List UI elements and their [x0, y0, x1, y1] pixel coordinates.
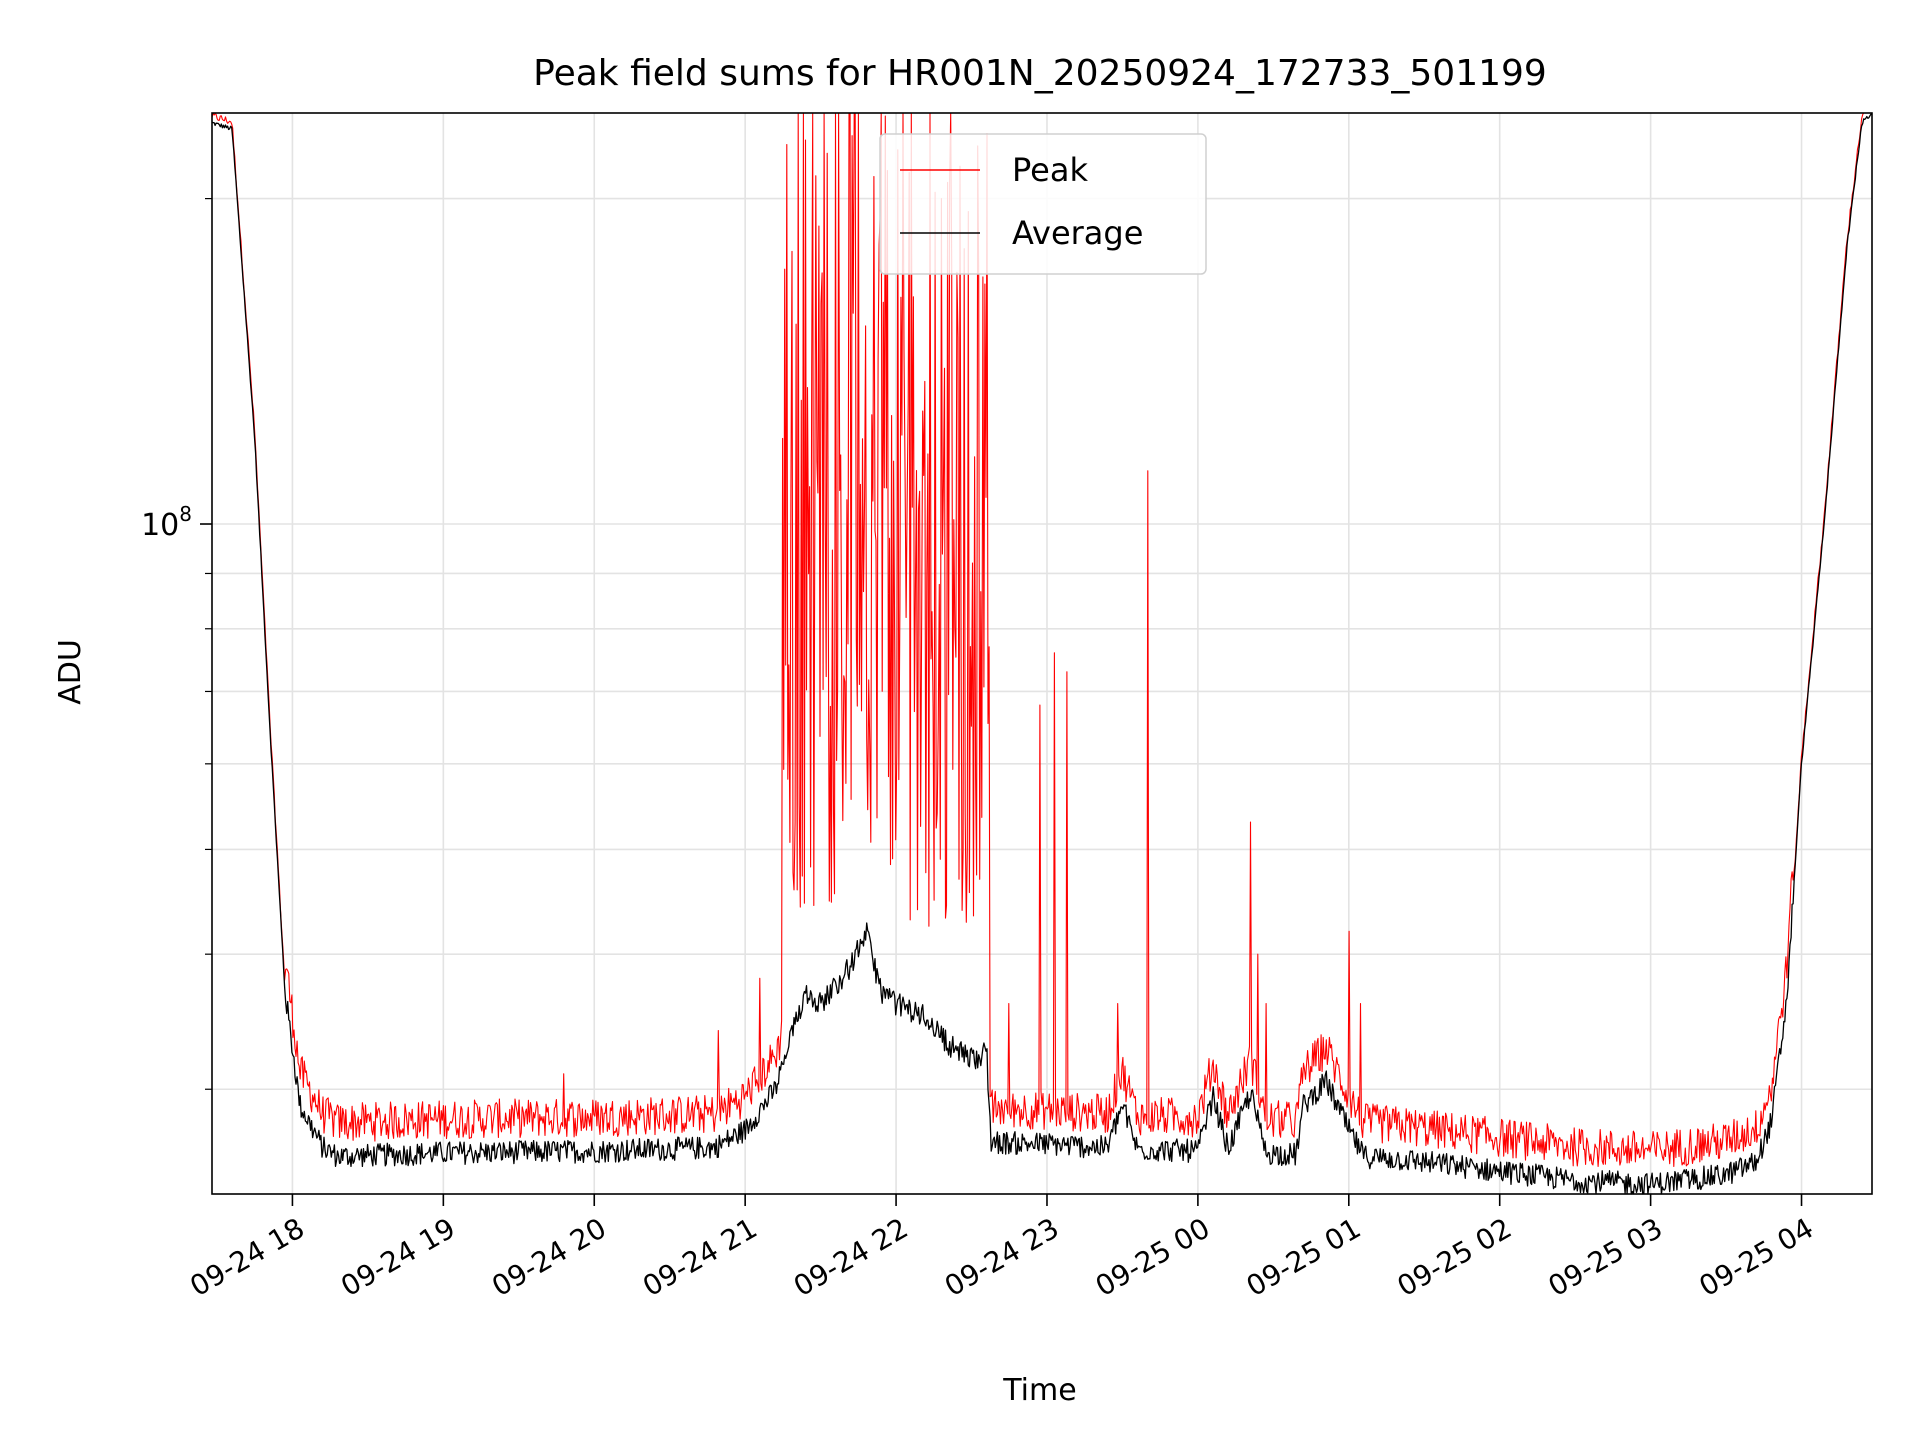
legend-label-peak: Peak: [1012, 151, 1088, 189]
plot-frame: [211, 112, 1873, 1195]
x-tick-label: 09-25 02: [1392, 1211, 1518, 1303]
x-tick-label: 09-24 20: [486, 1211, 612, 1303]
legend-box: [879, 133, 1207, 275]
x-tick-label: 09-24 23: [939, 1211, 1065, 1303]
y-axis-label: ADU: [53, 639, 88, 705]
legend-label-average: Average: [1012, 214, 1143, 252]
x-tick-label: 09-24 19: [335, 1211, 461, 1303]
x-tick-label: 09-24 18: [184, 1211, 310, 1303]
legend: Peak Average: [879, 133, 1207, 275]
x-tick-label: 09-25 00: [1090, 1211, 1216, 1303]
x-tick-label: 09-25 01: [1241, 1211, 1367, 1303]
x-tick-label: 09-24 21: [637, 1211, 763, 1303]
grid: [212, 113, 1872, 1194]
chart-title: Peak field sums for HR001N_20250924_1727…: [533, 53, 1547, 94]
x-tick-label: 09-24 22: [788, 1211, 914, 1303]
series-line-peak: [211, 112, 1872, 1168]
x-tick-label: 09-25 04: [1694, 1211, 1820, 1303]
x-axis-label: Time: [1002, 1373, 1076, 1408]
series-area: [211, 112, 1873, 1195]
y-tick-label: 108: [141, 502, 192, 543]
x-tick-label: 09-25 03: [1543, 1211, 1669, 1303]
series-line-average: [211, 113, 1873, 1195]
